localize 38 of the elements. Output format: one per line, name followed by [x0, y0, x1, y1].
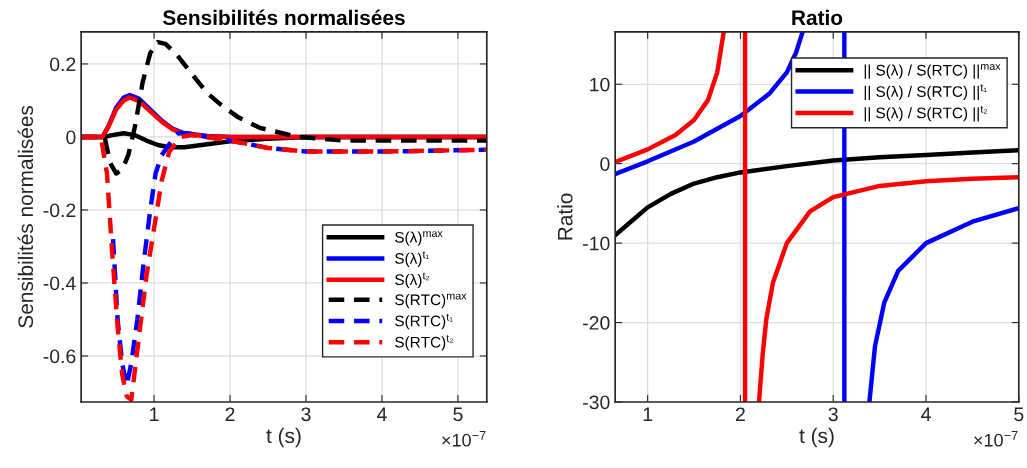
legend-label: S(λ)$^{t₂}$: [395, 272, 430, 289]
y-tick-label: 10: [590, 77, 610, 92]
x-tick-label: 1: [643, 407, 653, 421]
y-axis-title: Sensibilités normalisées: [17, 105, 34, 328]
y-tick-label: 0: [600, 157, 610, 171]
y-tick-label: -30: [583, 395, 610, 410]
legend-label: || S(λ) / S(RTC) ||$^{max}$: [864, 64, 1001, 79]
chart-title: Sensibilités normalisées: [162, 9, 405, 26]
y-tick-label: 0: [66, 130, 76, 145]
y-tick-label: -20: [583, 316, 610, 330]
legend-label: || S(λ) / S(RTC) ||$^{t₁}$: [864, 84, 987, 101]
line-series: [615, 147, 1019, 238]
y-tick-label: 0.2: [50, 57, 76, 72]
legend-label: S(λ)$^{max}$: [395, 231, 443, 246]
x-tick-label: 3: [828, 407, 838, 422]
x-tick-label: 5: [1014, 407, 1024, 422]
x-tick-label: 3: [301, 407, 311, 422]
legend-label: S(λ)$^{t₁}$: [395, 251, 429, 267]
x-tick-label: 2: [736, 407, 745, 421]
text: ×10$^{−7}$: [442, 431, 486, 447]
text: ×10$^{−7}$: [974, 431, 1018, 447]
x-tick-label: 1: [150, 407, 159, 421]
legend-label: S(RTC)$^{max}$: [395, 293, 467, 309]
legend-label: || S(λ) / S(RTC) ||$^{t₂}$: [864, 105, 987, 122]
y-tick-label: -0.6: [43, 349, 76, 364]
y-axis-title: Ratio: [557, 193, 573, 240]
x-tick-label: 2: [225, 407, 235, 421]
y-tick-label: -10: [583, 236, 610, 251]
legend-label: S(RTC)$^{t₂}$: [395, 334, 453, 351]
legend-label: S(RTC)$^{t₁}$: [395, 313, 453, 330]
y-tick-label: -0.4: [43, 276, 76, 291]
x-axis-title: t (s): [799, 427, 834, 448]
x-tick-label: 4: [921, 407, 931, 421]
x-tick-label: 5: [453, 407, 463, 422]
y-tick-label: -0.2: [43, 203, 76, 218]
x-tick-label: 4: [377, 407, 387, 421]
chart-title: Ratio: [792, 9, 843, 26]
x-axis-title: t (s): [266, 427, 301, 448]
